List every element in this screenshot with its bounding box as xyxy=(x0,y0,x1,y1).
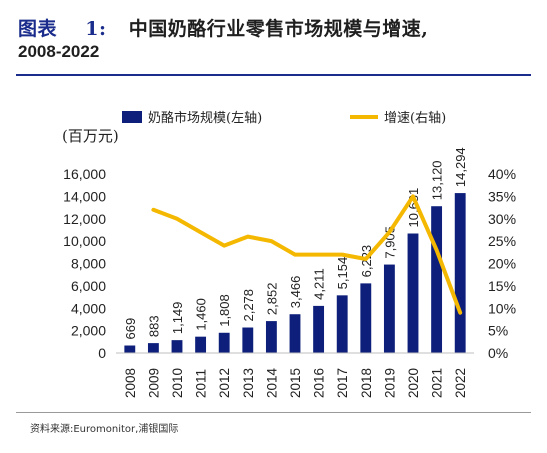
source-note: 资料来源:Euromonitor,浦银国际 xyxy=(30,424,179,435)
right-axis-tick: 15% xyxy=(488,278,516,294)
bar-2015 xyxy=(289,314,301,353)
bar-2011 xyxy=(195,336,207,353)
x-axis-tick: 2009 xyxy=(146,368,161,398)
bar-value-label: 2,278 xyxy=(241,289,256,322)
chart-subtitle: 2008-2022 xyxy=(18,42,100,61)
bar-2019 xyxy=(383,264,395,353)
left-axis-tick: 14,000 xyxy=(63,188,106,204)
bar-value-label: 3,466 xyxy=(288,276,303,309)
right-axis-tick: 35% xyxy=(488,188,516,204)
title-text: 中国奶酪行业零售市场规模与增速, xyxy=(128,18,429,40)
left-axis-unit: (百万元) xyxy=(62,127,119,145)
x-axis-tick: 2020 xyxy=(406,368,421,398)
bar-value-label: 883 xyxy=(146,315,161,337)
bar-value-label: 14,294 xyxy=(453,147,468,187)
bar-2009 xyxy=(147,343,159,353)
x-axis-tick: 2010 xyxy=(170,368,185,398)
x-axis-tick: 2013 xyxy=(241,368,256,398)
x-axis-tick: 2019 xyxy=(382,368,397,398)
chart-title: 图表 1: 中国奶酪行业零售市场规模与增速, xyxy=(18,14,428,41)
right-axis-tick: 40% xyxy=(488,166,516,182)
right-axis-tick: 20% xyxy=(488,256,516,272)
bar-value-label: 1,149 xyxy=(170,302,185,335)
bar-2008 xyxy=(124,345,136,353)
bar-value-label: 5,154 xyxy=(335,257,350,290)
x-axis-tick: 2017 xyxy=(335,368,350,398)
figure-label: 图表 xyxy=(18,18,58,40)
x-axis-tick: 2008 xyxy=(123,368,138,398)
legend-swatch-bars xyxy=(122,111,142,123)
bar-value-label: 669 xyxy=(123,318,138,340)
bar-2010 xyxy=(171,340,183,353)
left-axis-tick: 16,000 xyxy=(63,166,106,182)
bar-2018 xyxy=(360,283,372,353)
right-axis-tick: 25% xyxy=(488,233,516,249)
bar-2022 xyxy=(454,193,466,353)
bar-value-label: 13,120 xyxy=(430,160,445,200)
right-axis-tick: 5% xyxy=(488,323,508,339)
bar-2020 xyxy=(407,233,419,353)
figure-number: 1: xyxy=(85,18,107,40)
left-axis-tick: 4,000 xyxy=(71,300,106,316)
left-axis-tick: 12,000 xyxy=(63,211,106,227)
left-axis-tick: 10,000 xyxy=(63,233,106,249)
growth-line xyxy=(151,194,463,315)
bar-2016 xyxy=(313,305,325,353)
bar-2021 xyxy=(431,206,443,353)
right-axis-tick: 10% xyxy=(488,300,516,316)
bar-2012 xyxy=(218,332,230,353)
right-axis-tick: 0% xyxy=(488,345,508,361)
title-divider xyxy=(16,74,531,76)
left-axis-tick: 0 xyxy=(98,345,106,361)
bar-value-label: 2,852 xyxy=(264,283,279,316)
legend-label-line: 增速(右轴) xyxy=(384,111,446,126)
footer-divider xyxy=(16,412,531,413)
x-axis-tick: 2015 xyxy=(288,368,303,398)
bar-value-label: 4,211 xyxy=(312,268,327,300)
bar-2017 xyxy=(336,295,348,353)
x-axis-tick: 2014 xyxy=(264,367,279,398)
x-axis-tick: 2022 xyxy=(453,368,468,398)
right-axis-tick: 30% xyxy=(488,211,516,227)
bar-2014 xyxy=(265,321,277,353)
bar-value-label: 10,681 xyxy=(406,188,421,228)
bar-2013 xyxy=(242,327,254,353)
left-axis-tick: 8,000 xyxy=(71,256,106,272)
bar-value-label: 1,808 xyxy=(217,294,232,327)
x-axis-tick: 2021 xyxy=(430,368,445,398)
x-axis-tick: 2018 xyxy=(359,368,374,398)
x-axis-tick: 2011 xyxy=(194,369,209,398)
bar-value-label: 1,460 xyxy=(194,298,209,331)
x-axis-tick: 2016 xyxy=(312,368,327,398)
legend-label-bars: 奶酪市场规模(左轴) xyxy=(148,110,262,126)
x-axis-tick: 2012 xyxy=(217,368,232,398)
left-axis-tick: 6,000 xyxy=(71,278,106,294)
left-axis-tick: 2,000 xyxy=(71,323,106,339)
